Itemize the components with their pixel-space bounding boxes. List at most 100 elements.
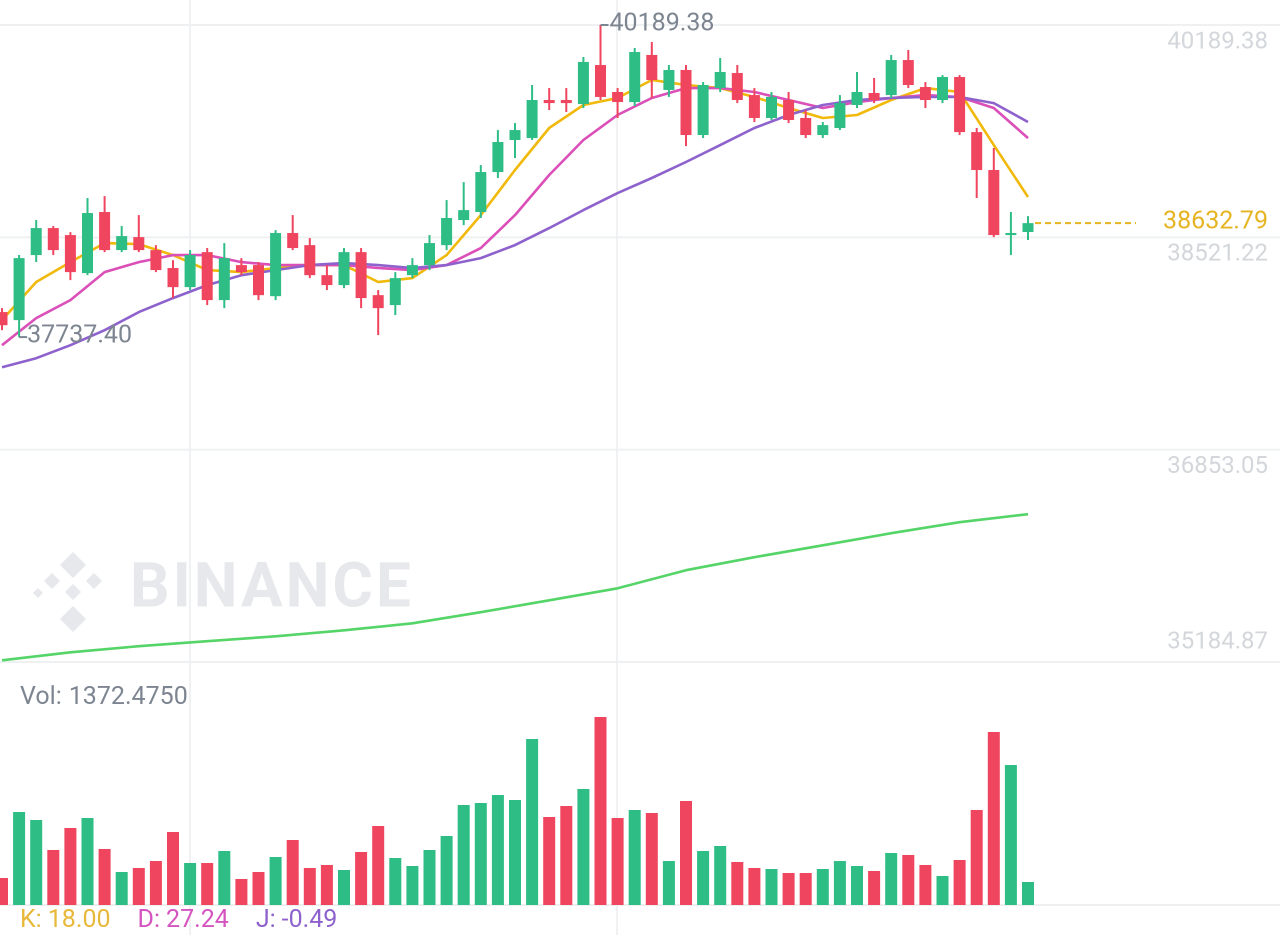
candle-body bbox=[902, 60, 914, 86]
volume-bar bbox=[987, 732, 1000, 905]
candle-body bbox=[475, 172, 487, 213]
volume-bar bbox=[201, 863, 214, 905]
volume-bar bbox=[970, 809, 983, 905]
low-label: 37737.40 bbox=[27, 321, 132, 350]
volume-bar bbox=[423, 849, 436, 905]
candle-body bbox=[184, 255, 196, 288]
volume-bar bbox=[303, 867, 316, 905]
candle-body bbox=[304, 245, 316, 276]
kdj-readout: K: 18.00 bbox=[20, 905, 111, 934]
volume-readout: Vol: 1372.4750 bbox=[20, 682, 188, 711]
volume-bar bbox=[833, 861, 846, 905]
volume-bar bbox=[98, 848, 111, 905]
y-tick-label: 38521.22 bbox=[1167, 239, 1268, 267]
volume-bar bbox=[526, 739, 539, 905]
volume-bar bbox=[235, 879, 248, 905]
kdj-readout: D: 27.24 bbox=[138, 905, 229, 934]
volume-bar bbox=[1022, 881, 1034, 905]
candle-body bbox=[1005, 233, 1017, 236]
volume-bar bbox=[64, 827, 77, 905]
candle-body bbox=[697, 85, 709, 136]
volume-bar bbox=[218, 851, 231, 905]
volume-bar bbox=[662, 861, 675, 905]
candle-body bbox=[99, 212, 111, 251]
candle-body bbox=[646, 54, 658, 81]
candle-body bbox=[82, 213, 93, 274]
volume-bar bbox=[149, 861, 162, 905]
candle-body bbox=[817, 125, 829, 136]
volume-bar bbox=[47, 849, 60, 905]
readout-part: D: bbox=[138, 905, 160, 934]
candle-body bbox=[424, 243, 435, 266]
volume-bar bbox=[286, 839, 299, 905]
volume-bar bbox=[799, 873, 812, 905]
candle-body bbox=[526, 100, 538, 139]
volume-bar bbox=[13, 812, 26, 905]
candle-body bbox=[64, 235, 76, 273]
candle-body bbox=[680, 69, 692, 136]
candle-body bbox=[1022, 223, 1034, 233]
ma-line bbox=[1, 512, 1029, 662]
volume-bar bbox=[252, 872, 265, 905]
candle-body bbox=[167, 268, 179, 288]
candle-body bbox=[714, 72, 726, 89]
volume-bar bbox=[389, 858, 402, 905]
volume-bar bbox=[816, 869, 829, 905]
candle-body bbox=[338, 252, 350, 286]
candle-body bbox=[492, 142, 504, 173]
candle-body bbox=[441, 218, 453, 246]
candle-body bbox=[919, 87, 931, 101]
candle-body bbox=[560, 100, 572, 104]
candle-body bbox=[629, 52, 641, 103]
volume-bar bbox=[919, 864, 932, 905]
readout-part: 27.24 bbox=[166, 905, 229, 934]
candle-body bbox=[372, 295, 384, 309]
volume-bar bbox=[132, 867, 145, 905]
readout-part: 1372.4750 bbox=[69, 682, 188, 711]
volume-bar bbox=[868, 870, 881, 905]
volume-bar bbox=[320, 864, 333, 905]
candle-body bbox=[47, 228, 59, 251]
candle-body bbox=[766, 96, 777, 118]
labels: 40189.38 38521.22 36853.05 35184.87 40189.38… bbox=[19, 9, 1268, 934]
candle-body bbox=[0, 312, 8, 326]
volume-bar bbox=[372, 826, 385, 905]
volume-bar bbox=[697, 851, 710, 905]
kdj-readout: J: -0.49 bbox=[256, 905, 338, 934]
candle-body bbox=[954, 76, 966, 133]
candle-body bbox=[834, 103, 846, 129]
candle-body bbox=[851, 92, 863, 105]
candle-body bbox=[612, 92, 624, 103]
readout-part: J: bbox=[256, 905, 276, 934]
grid bbox=[0, 24, 1280, 663]
volume-bar bbox=[1004, 764, 1017, 905]
candle-body bbox=[971, 132, 983, 171]
volume-bar bbox=[765, 869, 778, 905]
last-price-label: 38632.79 bbox=[1163, 207, 1268, 236]
y-tick-label: 35184.87 bbox=[1167, 626, 1268, 654]
candle-body bbox=[116, 236, 128, 251]
volume-bar bbox=[115, 872, 128, 905]
watermark: BINANCE bbox=[33, 549, 411, 632]
volume-bar bbox=[902, 854, 915, 905]
volume-bar bbox=[953, 860, 966, 905]
candle-body bbox=[287, 233, 299, 249]
candle-body bbox=[235, 265, 247, 273]
volume-bar bbox=[167, 831, 179, 905]
candle-body bbox=[150, 250, 162, 271]
volume-bar bbox=[714, 845, 727, 905]
readout-part: 18.00 bbox=[48, 905, 111, 934]
ma-line bbox=[1, 78, 1030, 321]
y-tick-label: 36853.05 bbox=[1167, 451, 1268, 479]
candle-body bbox=[253, 265, 264, 296]
candle-body bbox=[355, 252, 367, 299]
candle-body bbox=[270, 233, 282, 297]
volume-bar bbox=[560, 806, 573, 905]
volume-bar bbox=[81, 818, 94, 905]
volume-bar bbox=[30, 820, 43, 905]
volume-bar bbox=[885, 852, 898, 905]
volume-bar bbox=[936, 876, 949, 905]
volume-bar bbox=[731, 861, 744, 905]
candle-body bbox=[783, 100, 795, 121]
